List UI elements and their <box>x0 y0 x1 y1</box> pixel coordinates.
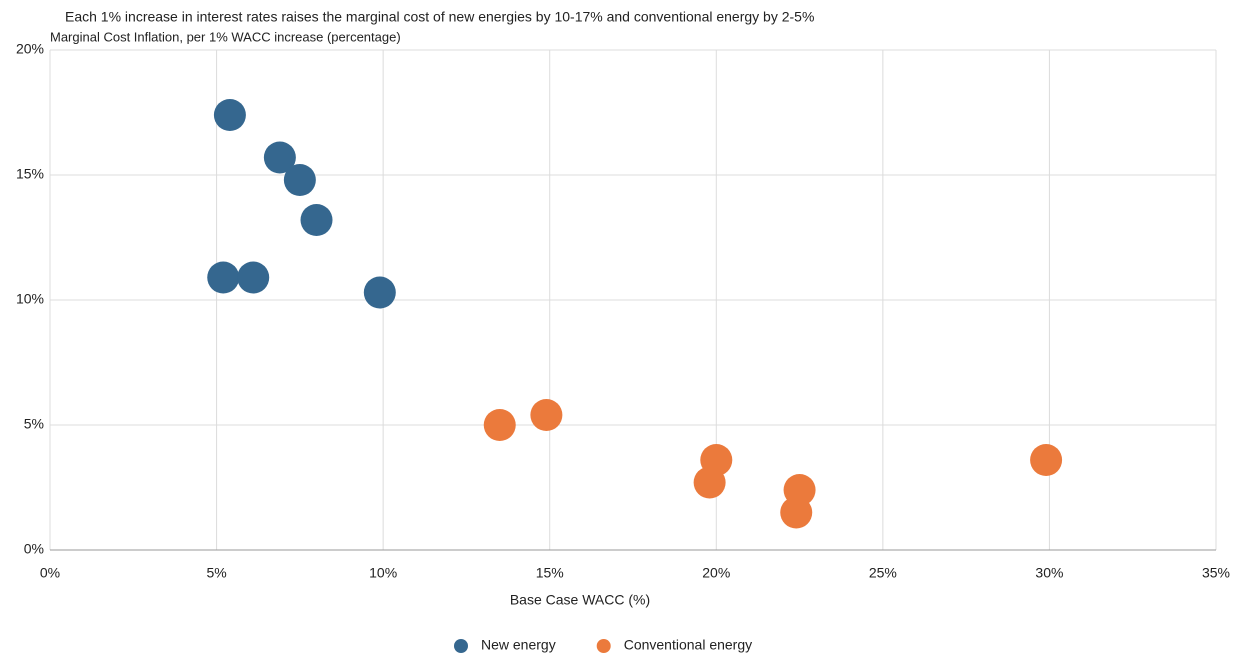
point <box>530 399 563 431</box>
chart-title: Each 1% increase in interest rates raise… <box>65 9 814 25</box>
point <box>483 409 516 441</box>
x-tick-label: 20% <box>702 565 730 581</box>
y-tick-label: 20% <box>16 41 44 57</box>
point <box>207 261 240 294</box>
y-tick-label: 15% <box>16 166 44 182</box>
y-tick-label: 5% <box>24 416 44 432</box>
x-tick-label: 5% <box>206 565 226 581</box>
legend-marker <box>596 639 611 653</box>
x-tick-label: 10% <box>369 565 397 581</box>
x-tick-label: 25% <box>869 565 897 581</box>
point <box>300 204 333 236</box>
legend-marker <box>454 639 468 653</box>
point <box>237 261 270 294</box>
y-tick-label: 0% <box>24 541 44 557</box>
point <box>283 164 316 196</box>
y-tick-label: 10% <box>16 291 44 307</box>
legend-label: Conventional energy <box>624 637 752 653</box>
x-tick-label: 0% <box>40 565 60 581</box>
point <box>780 496 813 529</box>
point <box>263 141 296 174</box>
point <box>363 276 396 309</box>
point <box>693 466 726 499</box>
x-tick-label: 15% <box>536 565 564 581</box>
legend-label: New energy <box>481 637 556 653</box>
point <box>213 99 246 131</box>
point <box>1030 444 1063 476</box>
chart-subtitle: Marginal Cost Inflation, per 1% WACC inc… <box>50 29 401 44</box>
x-tick-label: 35% <box>1202 565 1230 581</box>
x-axis-label: Base Case WACC (%) <box>510 592 650 608</box>
x-tick-label: 30% <box>1035 565 1063 581</box>
